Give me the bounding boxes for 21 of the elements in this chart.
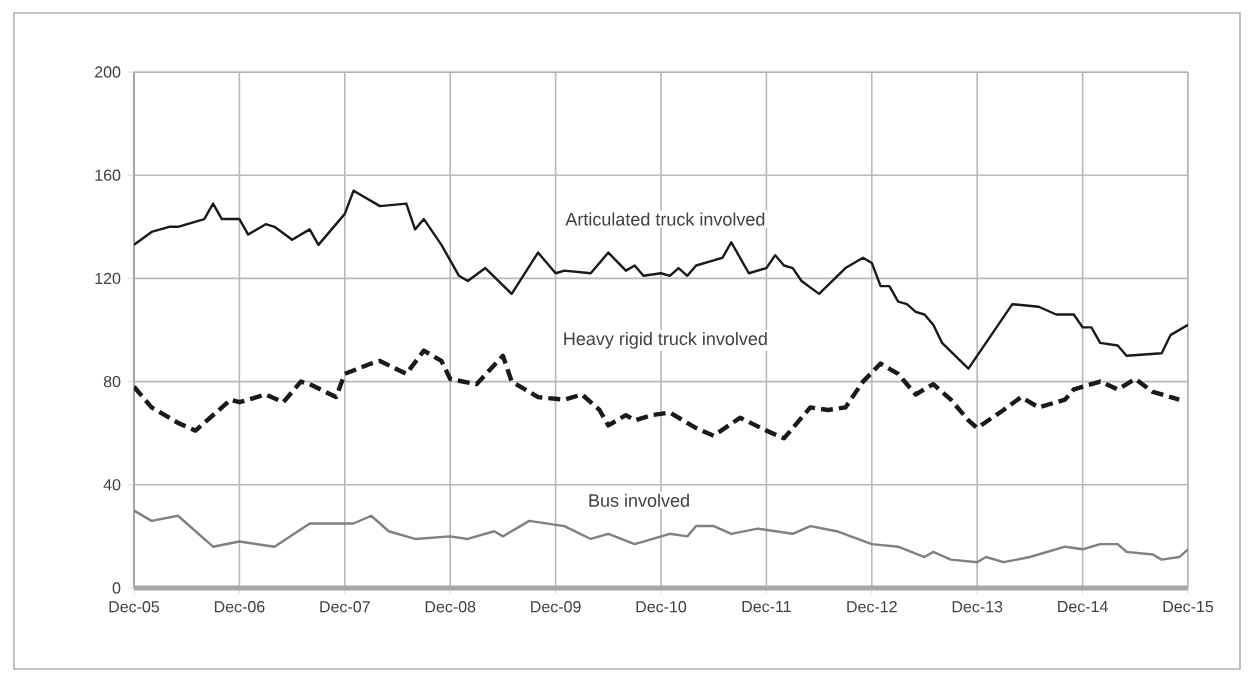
x-tick-label: Dec-10 xyxy=(636,601,687,613)
y-tick-label: 120 xyxy=(95,272,121,285)
x-tick-label: Dec-13 xyxy=(952,601,1003,613)
y-tick-label: 160 xyxy=(95,169,121,181)
y-tick-label: 0 xyxy=(112,582,121,594)
series-label: Bus involved xyxy=(589,493,689,507)
x-tick-label: Dec-14 xyxy=(1058,601,1108,613)
x-tick-label: Dec-07 xyxy=(320,601,370,613)
x-tick-label: Dec-15 xyxy=(1163,601,1214,613)
x-tick-label: Dec-11 xyxy=(742,601,791,613)
line-series xyxy=(134,509,1188,564)
series-label: Articulated truck involved xyxy=(565,212,765,226)
text: Heavy rigid truck involved xyxy=(564,331,767,349)
x-tick-label: Dec-12 xyxy=(847,601,897,613)
y-tick-label: 80 xyxy=(103,375,121,388)
x-tick-label: Dec-08 xyxy=(425,601,476,613)
y-tick-label: 40 xyxy=(103,479,121,491)
x-tick-label: Dec-09 xyxy=(531,601,581,613)
x-tick-label: Dec-06 xyxy=(214,601,265,613)
x-tick-label: Dec-05 xyxy=(109,601,160,613)
y-tick-label: 200 xyxy=(95,66,121,78)
